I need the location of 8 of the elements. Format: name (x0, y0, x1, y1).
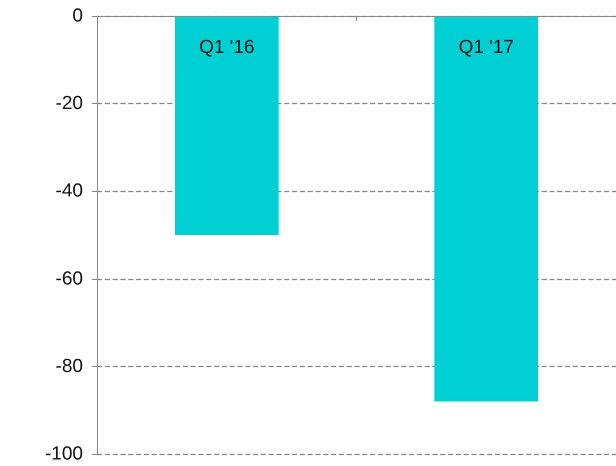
y-tick-label: -80 (56, 356, 83, 377)
x-tick-label: Q1 '16 (199, 37, 254, 58)
x-tick-label: Q1 '17 (458, 37, 514, 58)
y-tick-label: -60 (56, 268, 83, 290)
y-tick-label: -40 (56, 180, 83, 202)
y-tick-label: -100 (44, 444, 83, 464)
y-tick-label: 0 (72, 6, 83, 26)
y-tick-label: -20 (56, 93, 83, 114)
